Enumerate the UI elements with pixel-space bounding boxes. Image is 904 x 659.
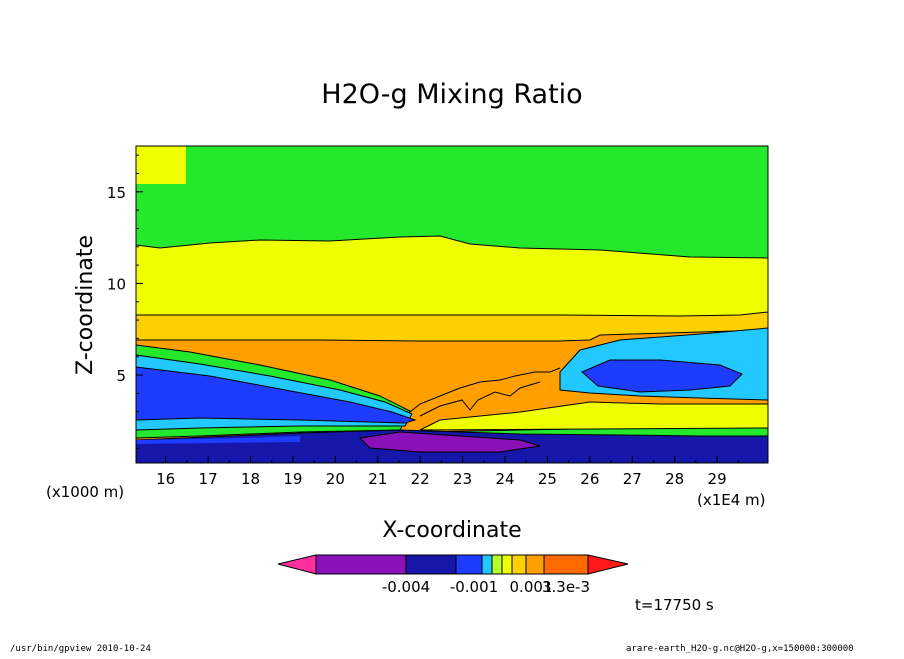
colorbar-swatch bbox=[405, 554, 457, 575]
x-axis-label: X-coordinate bbox=[382, 518, 521, 543]
colorbar bbox=[277, 554, 629, 575]
x-tick-label: 22 bbox=[411, 470, 430, 488]
contour-field bbox=[136, 146, 768, 463]
colorbar-tick-label: -0.001 bbox=[450, 578, 498, 596]
y-unit-label: (x1000 m) bbox=[46, 483, 124, 501]
y-tick-label: 15 bbox=[107, 184, 126, 202]
colorbar-tick-label: 0.001 bbox=[510, 578, 553, 596]
x-tick-label: 16 bbox=[156, 470, 175, 488]
colorbar-swatch bbox=[481, 554, 493, 575]
x-tick-label: 18 bbox=[241, 470, 260, 488]
colorbar-arrow-high bbox=[587, 554, 629, 575]
band-low-yellow-right bbox=[419, 401, 768, 431]
colorbar-swatch bbox=[543, 554, 589, 575]
footer-left: /usr/bin/gpview 2010-10-24 bbox=[10, 644, 151, 654]
x-tick-label: 25 bbox=[538, 470, 557, 488]
colorbar-tick-label: 3.3e-3 bbox=[542, 578, 590, 596]
colorbar-swatch bbox=[491, 554, 503, 575]
wave-front bbox=[409, 367, 561, 413]
x-tick-label: 17 bbox=[199, 470, 218, 488]
x-unit-label: (x1E4 m) bbox=[697, 491, 766, 509]
x-tick-label: 28 bbox=[665, 470, 684, 488]
y-axis-label: Z-coordinate bbox=[73, 235, 98, 375]
colorbar-swatch bbox=[511, 554, 527, 575]
x-tick-label: 29 bbox=[708, 470, 727, 488]
y-axis: 5 10 15 bbox=[107, 154, 143, 449]
x-tick-label: 19 bbox=[283, 470, 302, 488]
colorbar-swatch bbox=[501, 554, 513, 575]
corner-yellow-patch bbox=[136, 146, 186, 184]
band-surface-purple bbox=[358, 431, 541, 453]
colorbar-swatch bbox=[455, 554, 483, 575]
band-lower-left-blue bbox=[136, 366, 417, 424]
x-tick-label: 24 bbox=[495, 470, 514, 488]
colorbar-tick-label: -0.004 bbox=[382, 578, 430, 596]
chart-title: H2O-g Mixing Ratio bbox=[321, 79, 582, 110]
x-tick-label: 21 bbox=[368, 470, 387, 488]
wave-front-2 bbox=[419, 381, 541, 417]
time-label: t=17750 s bbox=[635, 596, 714, 614]
x-tick-label: 20 bbox=[326, 470, 345, 488]
x-axis: 16 17 18 19 20 21 22 23 24 25 26 27 28 29 bbox=[156, 456, 739, 488]
x-tick-label: 26 bbox=[580, 470, 599, 488]
x-tick-label: 27 bbox=[623, 470, 642, 488]
x-tick-label: 23 bbox=[453, 470, 472, 488]
y-tick-label: 5 bbox=[116, 367, 126, 385]
blob-blue-right bbox=[581, 359, 743, 393]
band-ground-blue bbox=[136, 436, 300, 444]
colorbar-swatch bbox=[315, 554, 407, 575]
footer-right: arare-earth_H2O-g.nc@H2O-g,x=150000:3000… bbox=[626, 644, 854, 654]
plot-frame bbox=[135, 145, 769, 464]
colorbar-arrow-low bbox=[277, 554, 317, 575]
colorbar-swatch bbox=[525, 554, 545, 575]
y-tick-label: 10 bbox=[107, 275, 126, 293]
